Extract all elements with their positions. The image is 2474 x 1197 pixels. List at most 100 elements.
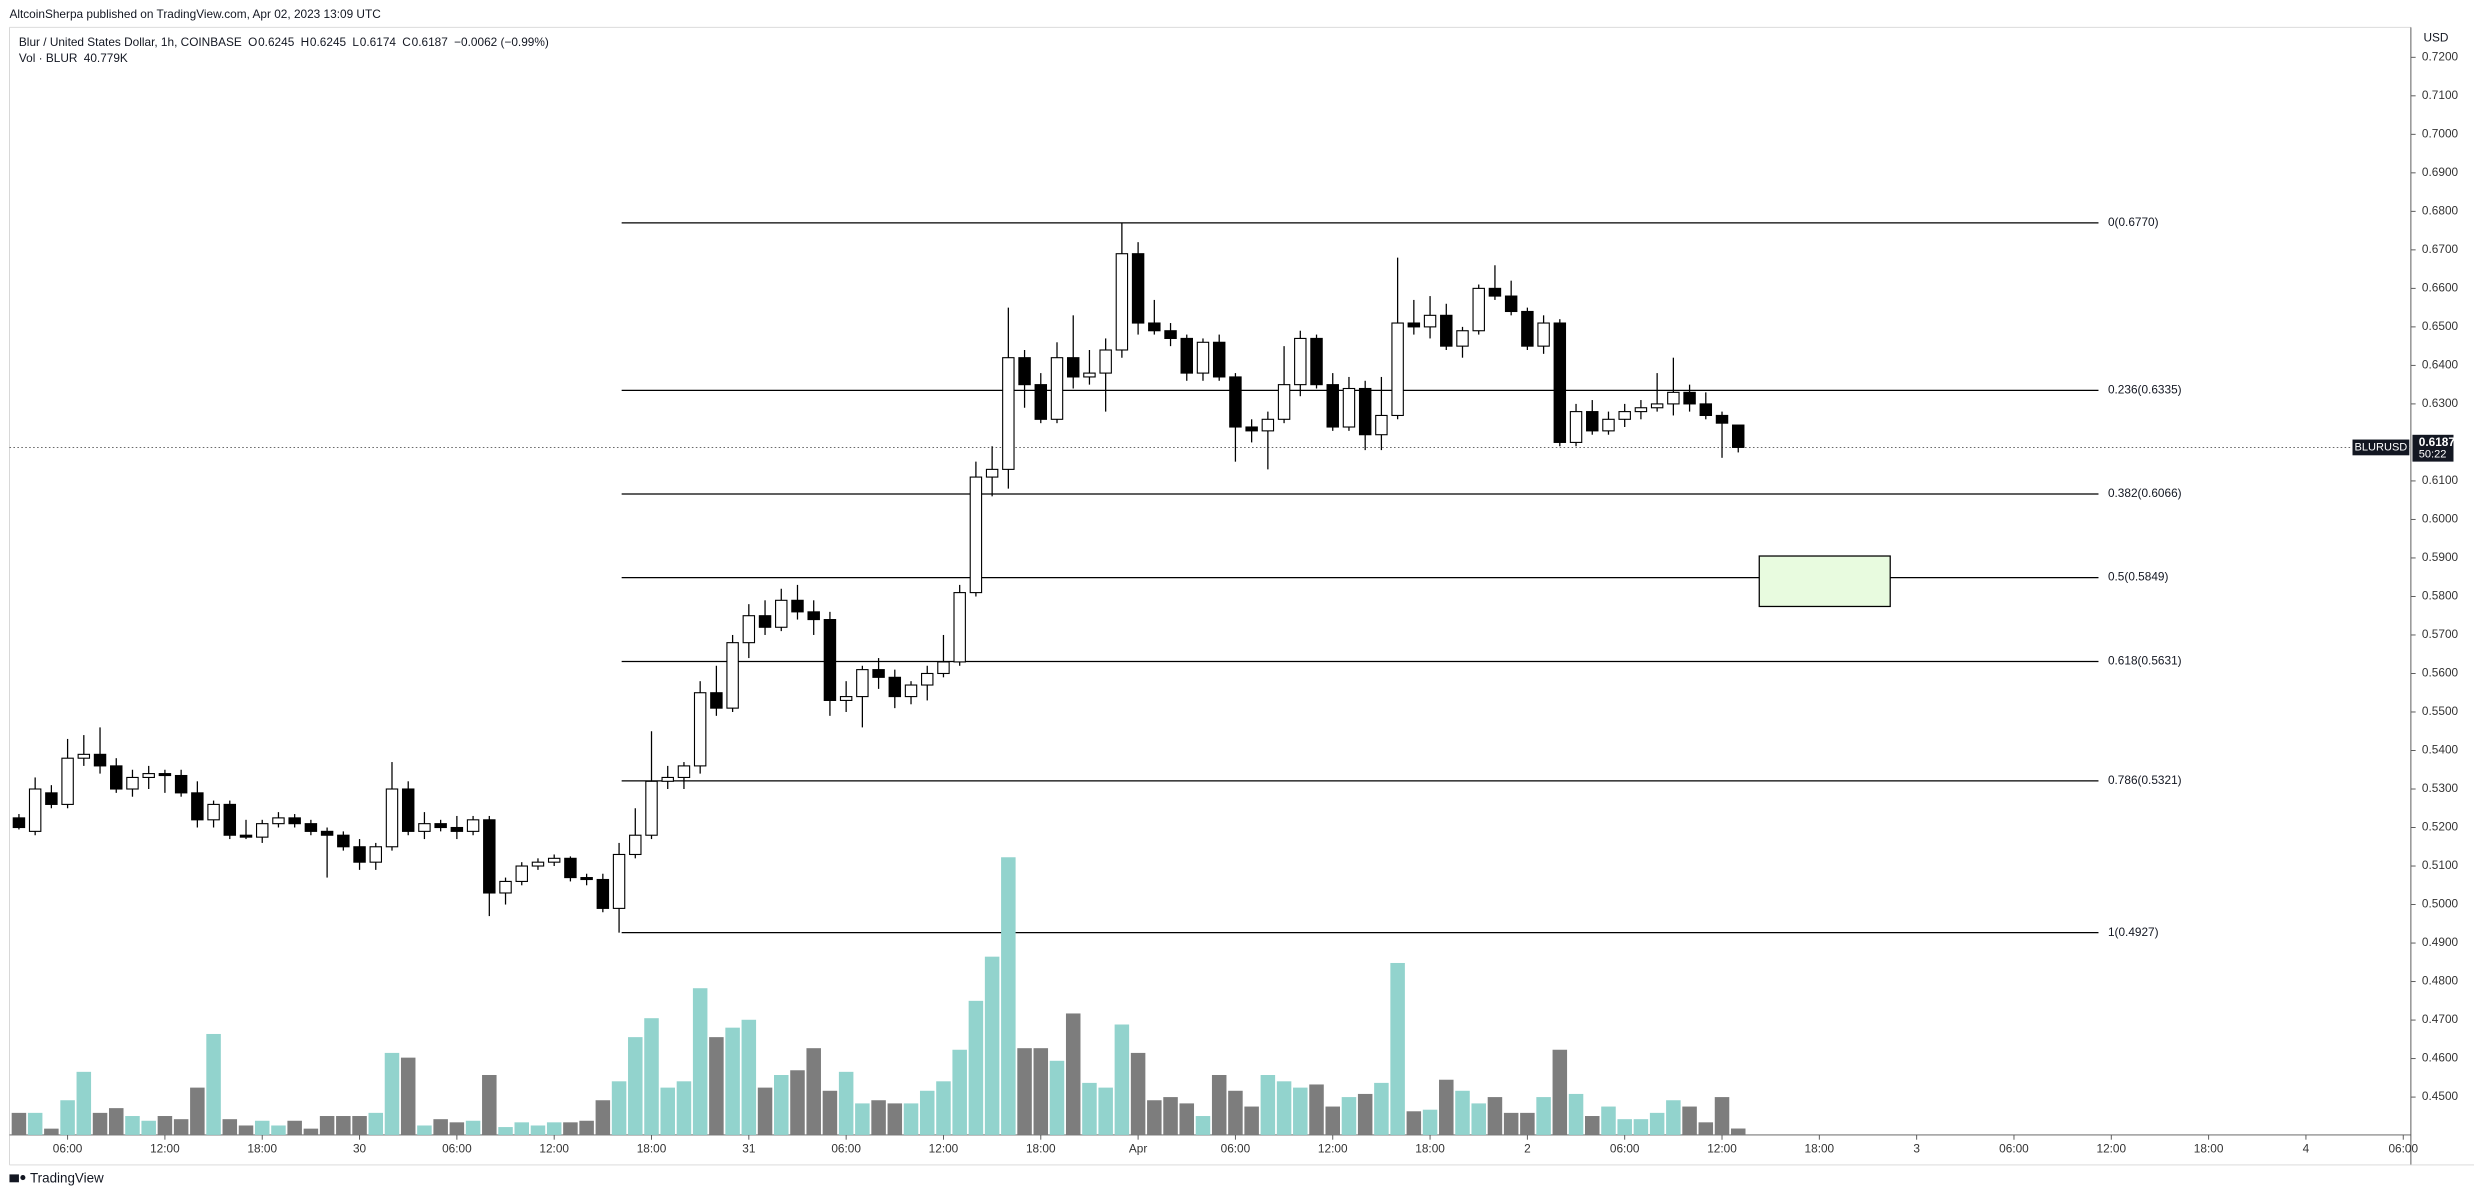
volume-bar [1390, 962, 1405, 1135]
candle-body [921, 672, 934, 686]
brand: TradingView [9, 1171, 104, 1186]
price-unit: USD [2424, 31, 2449, 45]
volume-bar [741, 1019, 757, 1135]
candle-body [1261, 418, 1275, 432]
volume-bar [336, 1116, 351, 1135]
volume-bar [433, 1119, 448, 1135]
volume-bar [384, 1052, 400, 1135]
volume-bar [1633, 1119, 1649, 1135]
candle-body [1180, 337, 1193, 374]
price-tick-label: 0.7200 [2422, 49, 2459, 63]
price-tick-label: 0.5000 [2422, 897, 2459, 911]
volume-bar [984, 956, 1000, 1135]
volume-bar [546, 1122, 562, 1135]
volume-bar [449, 1122, 465, 1135]
candle-body [191, 792, 204, 821]
volume-bar [692, 988, 708, 1135]
candle-body [791, 599, 804, 613]
ohlc-label: C [402, 35, 411, 49]
candle-body [1277, 384, 1291, 420]
volume-bar [1147, 1100, 1162, 1135]
volume-bar [1568, 1093, 1584, 1135]
price-badge [2412, 434, 2454, 462]
ohlc-value: 0.6174 [360, 35, 397, 49]
volume-bar [725, 1027, 740, 1135]
candle-body [1066, 357, 1080, 378]
candle-body [1229, 376, 1242, 428]
brand-logo-dot [20, 1175, 26, 1181]
candle-body [596, 878, 610, 909]
candle-body [223, 803, 237, 836]
candle-body [1099, 349, 1112, 374]
candle-body [1667, 391, 1680, 405]
volume-bar [1325, 1106, 1340, 1135]
volume-bar [1276, 1081, 1292, 1135]
volume-bar [352, 1116, 367, 1135]
candle-body [1423, 314, 1437, 328]
candle-body [904, 684, 918, 698]
candle-body [564, 857, 577, 879]
time-tick-label: 12:00 [539, 1141, 569, 1155]
price-tick-label: 0.5700 [2422, 627, 2459, 641]
candle-body [1196, 341, 1210, 374]
candle-body [1537, 322, 1550, 347]
candle-body [758, 615, 772, 628]
volume-bar [254, 1120, 270, 1135]
volume-bar [1730, 1128, 1746, 1135]
candle-body [239, 834, 253, 838]
volume-bar [1439, 1079, 1454, 1135]
candle-body [1148, 322, 1161, 332]
time-tick-label: 4 [2303, 1141, 2310, 1155]
volume-bar [11, 1112, 27, 1135]
volume-bar [1601, 1106, 1616, 1135]
volume-bar [92, 1112, 108, 1135]
candle-body [1131, 253, 1145, 324]
volume-bar [1260, 1074, 1276, 1135]
volume-bar [1682, 1106, 1697, 1135]
volume-bar [611, 1081, 627, 1135]
candle-body [272, 817, 285, 825]
volume-bar [1503, 1112, 1519, 1135]
candle-body [1002, 357, 1015, 470]
time-tick-label: 12:00 [150, 1141, 180, 1155]
candle-body [255, 823, 269, 838]
candle-body [710, 692, 723, 709]
candle-body [969, 476, 983, 594]
volume-bar [141, 1120, 156, 1135]
volume-bar [822, 1090, 838, 1135]
time-tick-label: 18:00 [247, 1141, 277, 1155]
candle-body [304, 823, 318, 832]
price-badge-countdown: 50:22 [2419, 448, 2447, 460]
volume-bar [60, 1100, 75, 1135]
volume-bar [1714, 1097, 1730, 1135]
time-tick-label: 18:00 [2194, 1141, 2224, 1155]
candle-body [726, 642, 739, 709]
price-tick-label: 0.5400 [2422, 743, 2459, 757]
volume-bar [855, 1103, 870, 1135]
publisher-line: AltcoinSherpa published on TradingView.c… [9, 7, 381, 21]
candle-body [28, 788, 42, 832]
volume-bar [1163, 1097, 1178, 1135]
volume-bar [1114, 1024, 1130, 1135]
volume-bar [417, 1125, 432, 1135]
price-tick-label: 0.5600 [2422, 666, 2459, 680]
price-badge-value: 0.6187 [2419, 435, 2456, 449]
price-axis: 0.7200 0.7100 0.7000 0.6900 0.6800 0.6700 0.66… [2410, 49, 2459, 1103]
candle-body [1050, 357, 1064, 420]
candle-body [1034, 384, 1048, 420]
ohlc-label: H [301, 35, 310, 49]
volume-bar [1649, 1112, 1665, 1135]
candle-body [1618, 411, 1631, 420]
volume-bar [206, 1033, 221, 1135]
price-tick-label: 0.6800 [2422, 203, 2459, 217]
candle-body [1553, 322, 1567, 443]
price-tick-label: 0.4800 [2422, 974, 2459, 988]
candle-body [12, 817, 26, 829]
volume-bar [1487, 1097, 1503, 1135]
time-tick-label: 3 [1913, 1141, 1920, 1155]
volume-bar [1293, 1087, 1308, 1135]
candle-body [1472, 287, 1485, 332]
volume-bar [790, 1070, 805, 1135]
candle-body [369, 846, 383, 863]
candle-body [1715, 414, 1729, 424]
